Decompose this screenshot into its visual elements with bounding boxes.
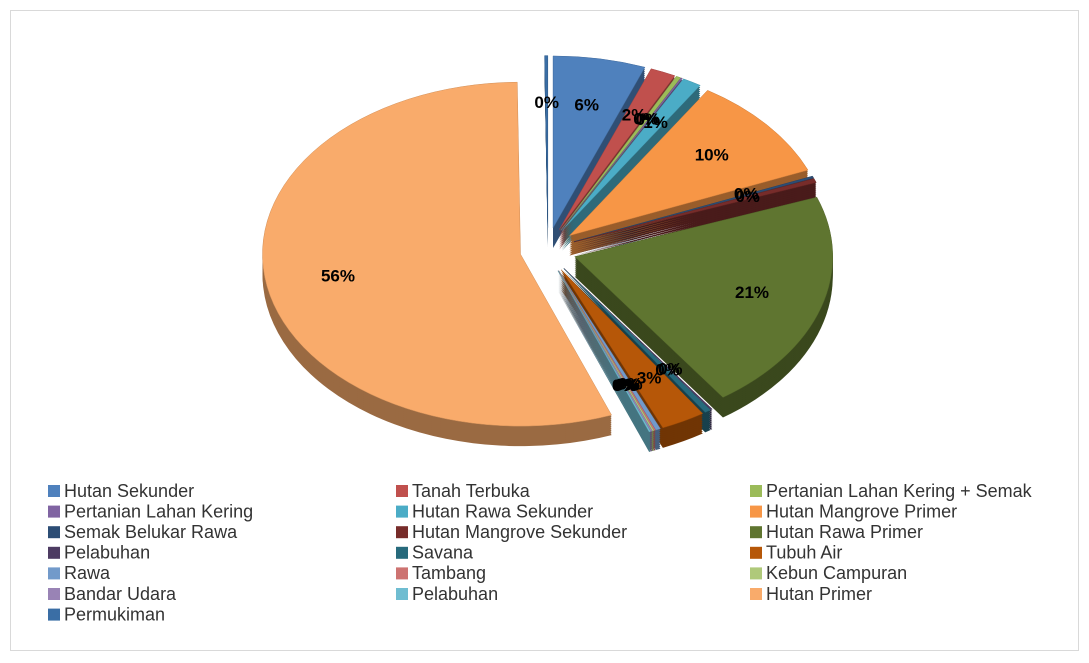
data-label: 0% (655, 361, 680, 380)
legend-swatch (396, 485, 408, 497)
data-label: 56% (321, 267, 355, 286)
legend-swatch (48, 485, 60, 497)
legend-label: Kebun Campuran (766, 563, 907, 583)
data-label: 0% (612, 376, 637, 395)
data-label: 3% (637, 368, 662, 387)
legend-swatch (750, 546, 762, 559)
legend-label: Semak Belukar Rawa (64, 522, 238, 542)
legend-label: Bandar Udara (64, 584, 177, 604)
legend-swatch (750, 485, 762, 497)
data-label: 2% (622, 106, 647, 125)
data-label: 0% (658, 359, 683, 378)
legend-swatch (750, 526, 762, 539)
legend-label: Savana (412, 543, 474, 563)
data-label: 0% (616, 375, 641, 394)
legend-swatch (48, 567, 60, 580)
slice (574, 178, 817, 243)
slice (557, 270, 651, 433)
slice (552, 55, 646, 229)
legend-swatch (48, 505, 60, 518)
slice (559, 68, 676, 230)
legend-swatch (48, 588, 60, 600)
legend-label: Tubuh Air (766, 543, 842, 563)
data-label: 0% (735, 187, 760, 206)
legend-swatch (396, 588, 408, 600)
legend-label: Hutan Mangrove Sekunder (412, 522, 627, 542)
legend-label: Hutan Primer (766, 584, 872, 604)
slice (563, 268, 713, 411)
legend-label: Hutan Mangrove Primer (766, 501, 957, 521)
legend-label: Pelabuhan (412, 584, 498, 604)
data-label: 0% (734, 185, 759, 204)
data-label: 0% (633, 109, 658, 128)
legend-label: Pertanian Lahan Kering (64, 501, 253, 521)
legend-label: Rawa (64, 563, 111, 583)
legend-label: Pertanian Lahan Kering + Semak (766, 481, 1033, 501)
data-label: 0% (636, 110, 661, 129)
slice (574, 196, 833, 398)
legend-swatch (750, 588, 762, 600)
slice (558, 270, 661, 431)
data-label: 0% (613, 376, 638, 395)
legend-swatch (396, 526, 408, 539)
data-label: 6% (574, 96, 599, 115)
legend-label: Hutan Rawa Sekunder (412, 501, 593, 521)
slice (560, 77, 683, 231)
slice (568, 90, 809, 237)
legend-swatch (396, 505, 408, 518)
legend-label: Pelabuhan (64, 543, 150, 563)
slice (573, 175, 815, 242)
slice (563, 268, 711, 413)
data-label: 10% (695, 145, 729, 164)
legend-swatch (48, 608, 60, 621)
legend-swatch (48, 526, 60, 539)
legend-label: Hutan Rawa Primer (766, 522, 923, 542)
legend-swatch (396, 546, 408, 559)
slice (262, 81, 612, 427)
legend-swatch (396, 567, 408, 580)
legend-swatch (750, 505, 762, 518)
data-label: 0% (618, 374, 643, 393)
data-label: 1% (643, 113, 668, 132)
slice (544, 55, 549, 228)
slice (561, 269, 704, 429)
slice (561, 78, 701, 231)
slice (560, 75, 682, 231)
data-label: 21% (735, 283, 769, 302)
legend-label: Permukiman (64, 604, 165, 624)
legend-label: Tambang (412, 563, 486, 583)
legend-swatch (48, 546, 60, 559)
data-label: 0% (614, 375, 639, 394)
data-label: 0% (534, 93, 559, 112)
legend-label: Tanah Terbuka (412, 481, 531, 501)
legend-label: Hutan Sekunder (64, 481, 194, 501)
legend-swatch (750, 567, 762, 580)
